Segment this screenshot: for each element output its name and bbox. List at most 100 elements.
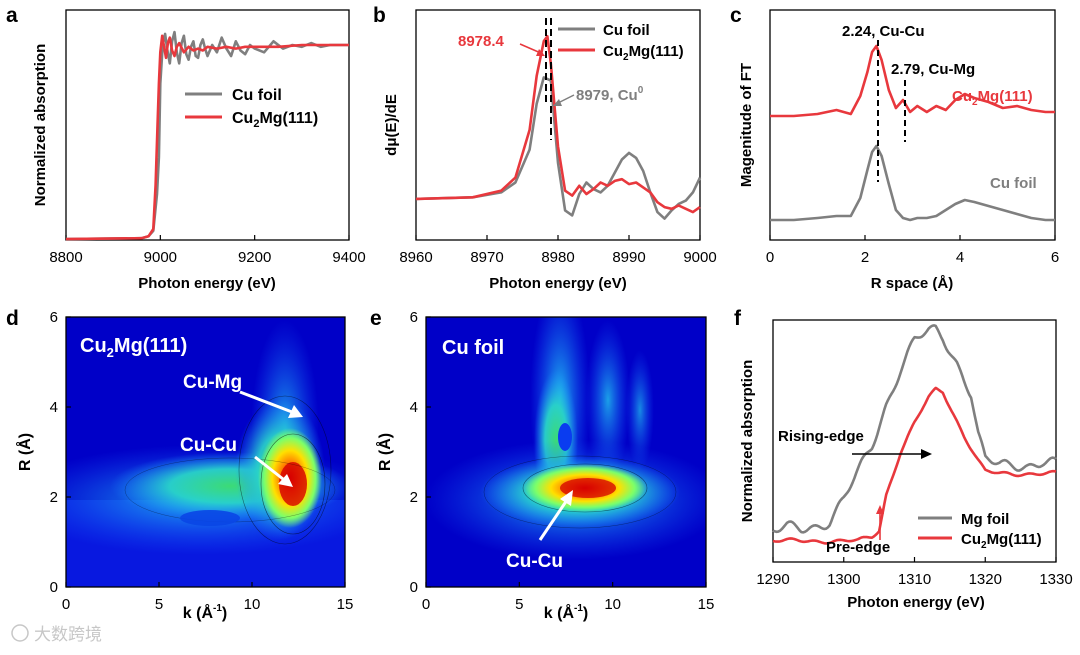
panel-c-xtick-label: 4	[956, 249, 964, 266]
panel-b-xlabel: Photon energy (eV)	[489, 275, 627, 292]
rising-edge-label: Rising-edge	[778, 428, 864, 445]
panel-label-f: f	[734, 307, 742, 330]
cu-cu-arrowhead-e	[560, 490, 573, 506]
panel-c-ylabel: Magenitude of FT	[738, 63, 755, 187]
cu-cu-arrow-e	[538, 499, 569, 541]
panel-b-xtick-label: 9000	[683, 249, 716, 266]
cu-cu-peak-label: 2.24, Cu-Cu	[842, 23, 925, 40]
panel-a-xlabel: Photon energy (eV)	[138, 275, 276, 292]
panel-d-ylabel: R (Å)	[15, 433, 34, 471]
legend-cu-foil-b: Cu foil	[603, 22, 650, 39]
panel-e-ytick-label: 4	[410, 399, 418, 416]
legend-cu2mg: Cu2Mg(111)	[232, 110, 318, 130]
panel-d-xtick-label: 5	[155, 596, 163, 613]
heatmap-e-title: Cu foil	[442, 337, 504, 359]
panel-a-xtick-label: 9400	[332, 249, 365, 266]
panel-e-ytick-label: 2	[410, 489, 418, 506]
panel-a-series-cu-foil	[65, 30, 349, 241]
panel-a: 8800 9000 9200 9400 Photon energy (eV) Norm…	[32, 9, 366, 292]
panel-c-xlabel: R space (Å)	[871, 275, 954, 292]
alloy-peak-arrowhead	[536, 49, 545, 56]
panel-e-xlabel: k (Å-1)	[544, 603, 588, 622]
panel-a-xtick-label: 8800	[49, 249, 82, 266]
legend-cu2mg-b: Cu2Mg(111)	[603, 43, 684, 63]
panel-label-a: a	[6, 4, 18, 27]
panel-label-c: c	[730, 4, 742, 27]
panel-d-xtick-label: 15	[337, 596, 354, 613]
panel-e-xtick-label: 10	[604, 596, 621, 613]
heatmap-d-title: Cu2Mg(111)	[80, 335, 187, 360]
panel-b: 8960 8970 8980 8990 9000 Photon energy (eV) …	[383, 9, 717, 292]
panel-a-xtick-label: 9000	[144, 249, 177, 266]
legend-cu2mg-f: Cu2Mg(111)	[961, 531, 1042, 551]
panel-e-ytick-label: 6	[410, 309, 418, 326]
panel-f-xtick-label: 1300	[827, 571, 860, 588]
panel-d-xtick-label: 0	[62, 596, 70, 613]
panel-c-xtick-label: 0	[766, 249, 774, 266]
cu-cu-label-e: Cu-Cu	[506, 551, 563, 572]
panel-a-ylabel: Normalized absorption	[32, 44, 49, 207]
panel-c-series-cu-foil	[770, 144, 1055, 222]
panel-d-xlabel: k (Å-1)	[183, 603, 227, 622]
panel-a-series-cu2mg-111	[65, 34, 349, 241]
panel-c-series-cu2mg-111	[770, 44, 1055, 118]
watermark: 大数跨境	[11, 624, 102, 645]
panel-d-ytick-label: 6	[50, 309, 58, 326]
cu-cu-label-d: Cu-Cu	[180, 435, 237, 456]
pre-edge-label: Pre-edge	[826, 539, 890, 556]
cu-mg-arrow-d	[239, 390, 293, 414]
panel-f-xlabel: Photon energy (eV)	[847, 594, 985, 611]
panel-e-ylabel: R (Å)	[375, 433, 394, 471]
panel-c-frame	[769, 9, 1056, 241]
curve-label-cu-foil: Cu foil	[990, 175, 1037, 192]
panel-label-e: e	[370, 307, 382, 330]
panel-b-xtick-label: 8980	[541, 249, 574, 266]
heatmap-e	[426, 317, 706, 587]
panel-e-xtick-label: 15	[698, 596, 715, 613]
legend-mg-foil: Mg foil	[961, 511, 1009, 528]
panel-b-xtick-label: 8960	[399, 249, 432, 266]
watermark-text: 大数跨境	[34, 625, 102, 645]
panel-b-series-cu2mg-111	[415, 34, 701, 214]
panel-d-frame	[65, 316, 346, 588]
panel-label-d: d	[6, 307, 19, 330]
panel-d-ytick-label: 4	[50, 399, 58, 416]
panel-c: 0 2 4 6 R space (Å) Magenitude of FT 2.24, …	[738, 9, 1059, 292]
panel-e-frame	[425, 316, 707, 588]
panel-c-xtick-label: 6	[1051, 249, 1059, 266]
panel-c-xtick-label: 2	[861, 249, 869, 266]
cu-peak-arrowhead	[553, 99, 562, 106]
panel-a-legend: Cu foil Cu2Mg(111)	[185, 87, 318, 130]
panel-d-ytick-label: 0	[50, 579, 58, 596]
cu-cu-arrowhead-d	[278, 474, 293, 487]
panel-f-series-mg-foil	[772, 324, 1057, 534]
legend-cu-foil: Cu foil	[232, 87, 282, 104]
rising-edge-arrowhead	[921, 449, 932, 459]
alloy-peak-label: 8978.4	[458, 33, 505, 50]
panel-b-series-cu-foil	[415, 76, 702, 220]
panel-e-xtick-label: 0	[422, 596, 430, 613]
pre-edge-arrowhead	[876, 505, 884, 514]
panel-f-xtick-label: 1320	[969, 571, 1002, 588]
cu-cu-arrow-d	[254, 455, 284, 481]
panel-f: 1290 1300 1310 1320 1330 Photon energy (eV) …	[739, 319, 1073, 611]
panel-f-xtick-label: 1290	[756, 571, 789, 588]
panel-a-frame	[65, 9, 350, 241]
cu-peak-label: 8979, Cu0	[576, 85, 644, 104]
panel-a-xtick-label: 9200	[238, 249, 271, 266]
cu-mg-label-d: Cu-Mg	[183, 372, 242, 393]
panel-f-legend: Mg foil Cu2Mg(111)	[918, 511, 1042, 551]
panel-f-ylabel: Normalized absorption	[739, 360, 756, 523]
panel-e-xtick-label: 5	[515, 596, 523, 613]
cu-mg-peak-label: 2.79, Cu-Mg	[891, 61, 975, 78]
panel-b-ylabel: dμ(E)/dE	[383, 94, 400, 156]
watermark-icon	[11, 624, 29, 642]
panel-d-ytick-label: 2	[50, 489, 58, 506]
panel-f-xtick-label: 1330	[1039, 571, 1072, 588]
panel-d-xtick-label: 10	[244, 596, 261, 613]
panel-e-ytick-label: 0	[410, 579, 418, 596]
cu-mg-arrowhead-d	[288, 405, 303, 418]
panel-label-b: b	[373, 4, 386, 27]
